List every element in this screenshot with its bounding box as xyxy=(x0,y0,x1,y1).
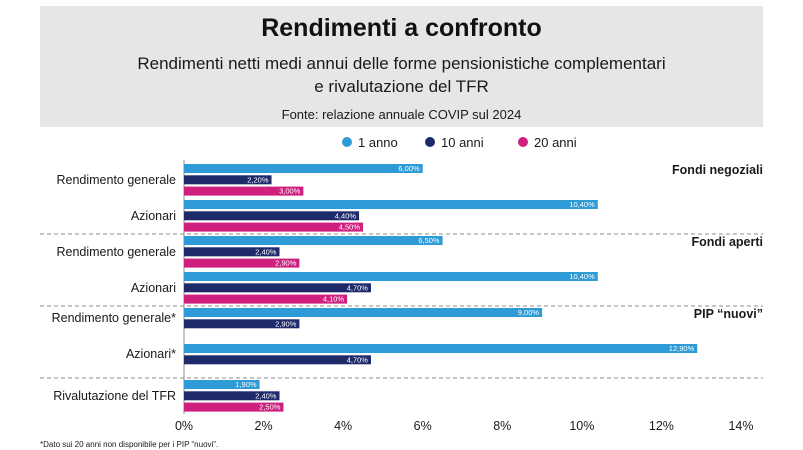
x-tick-label: 0% xyxy=(175,419,193,433)
bar-chart: 1 anno 10 anni 20 anni Fondi negoziali Rendi… xyxy=(40,135,763,433)
bar xyxy=(184,355,371,365)
x-tick-label: 12% xyxy=(649,419,674,433)
x-tick-label: 4% xyxy=(334,419,352,433)
bar xyxy=(184,258,300,268)
data-label: 6,50% xyxy=(418,236,440,245)
bar xyxy=(184,175,272,185)
data-label: 4,70% xyxy=(347,355,369,364)
x-tick-label: 10% xyxy=(569,419,594,433)
bar xyxy=(184,186,304,196)
category-label: Rivalutazione del TFR xyxy=(53,389,176,403)
group-label: Fondi aperti xyxy=(691,235,763,249)
chart-subtitle-line2: e rivalutazione del TFR xyxy=(314,77,489,96)
x-tick-label: 8% xyxy=(493,419,511,433)
bar xyxy=(184,236,443,245)
legend-marker xyxy=(425,137,435,147)
data-label: 2,50% xyxy=(259,403,281,412)
legend-label: 1 anno xyxy=(358,135,398,150)
bar xyxy=(184,283,371,293)
bar xyxy=(184,402,284,412)
chart-header: Rendimenti a confronto Rendimenti netti … xyxy=(40,6,763,127)
chart-title: Rendimenti a confronto xyxy=(261,14,542,42)
bar xyxy=(184,272,598,281)
chart-footnote: *Dato sui 20 anni non disponibile per i … xyxy=(40,440,219,449)
bar xyxy=(184,308,543,317)
data-label: 2,90% xyxy=(275,319,297,328)
legend-label: 10 anni xyxy=(441,135,484,150)
legend-marker xyxy=(342,137,352,147)
bar xyxy=(184,222,364,232)
group-label: Fondi negoziali xyxy=(672,163,763,177)
bar xyxy=(184,380,260,389)
data-label: 4,50% xyxy=(339,223,361,232)
data-label: 9,00% xyxy=(518,308,540,317)
chart-subtitle-line1: Rendimenti netti medi annui delle forme … xyxy=(137,54,666,73)
bar xyxy=(184,247,280,257)
data-label: 2,40% xyxy=(255,247,277,256)
category-label: Azionari xyxy=(131,209,176,223)
data-label: 10,40% xyxy=(569,200,595,209)
bar xyxy=(184,319,300,329)
category-label: Rendimento generale xyxy=(56,245,176,259)
category-label: Rendimento generale xyxy=(56,173,176,187)
data-label: 4,70% xyxy=(347,283,369,292)
bar xyxy=(184,391,280,401)
data-label: 2,40% xyxy=(255,391,277,400)
bar xyxy=(184,200,598,209)
bar xyxy=(184,344,698,353)
data-label: 4,40% xyxy=(335,211,357,220)
data-label: 4,10% xyxy=(323,295,345,304)
data-label: 2,90% xyxy=(275,259,297,268)
data-label: 6,00% xyxy=(398,164,420,173)
bar xyxy=(184,211,360,221)
bar xyxy=(184,294,348,304)
data-label: 10,40% xyxy=(569,272,595,281)
data-label: 2,20% xyxy=(247,175,269,184)
data-label: 1,90% xyxy=(235,380,257,389)
category-label: Rendimento generale* xyxy=(52,311,177,325)
bar xyxy=(184,164,423,173)
group-label: PIP “nuovi” xyxy=(694,307,763,321)
category-label: Azionari* xyxy=(126,347,176,361)
x-tick-label: 6% xyxy=(414,419,432,433)
category-label: Azionari xyxy=(131,281,176,295)
legend-marker xyxy=(518,137,528,147)
chart-source: Fonte: relazione annuale COVIP sul 2024 xyxy=(281,107,522,122)
data-label: 12,90% xyxy=(669,344,695,353)
x-tick-label: 14% xyxy=(728,419,753,433)
x-tick-label: 2% xyxy=(255,419,273,433)
data-label: 3,00% xyxy=(279,187,301,196)
legend-label: 20 anni xyxy=(534,135,577,150)
